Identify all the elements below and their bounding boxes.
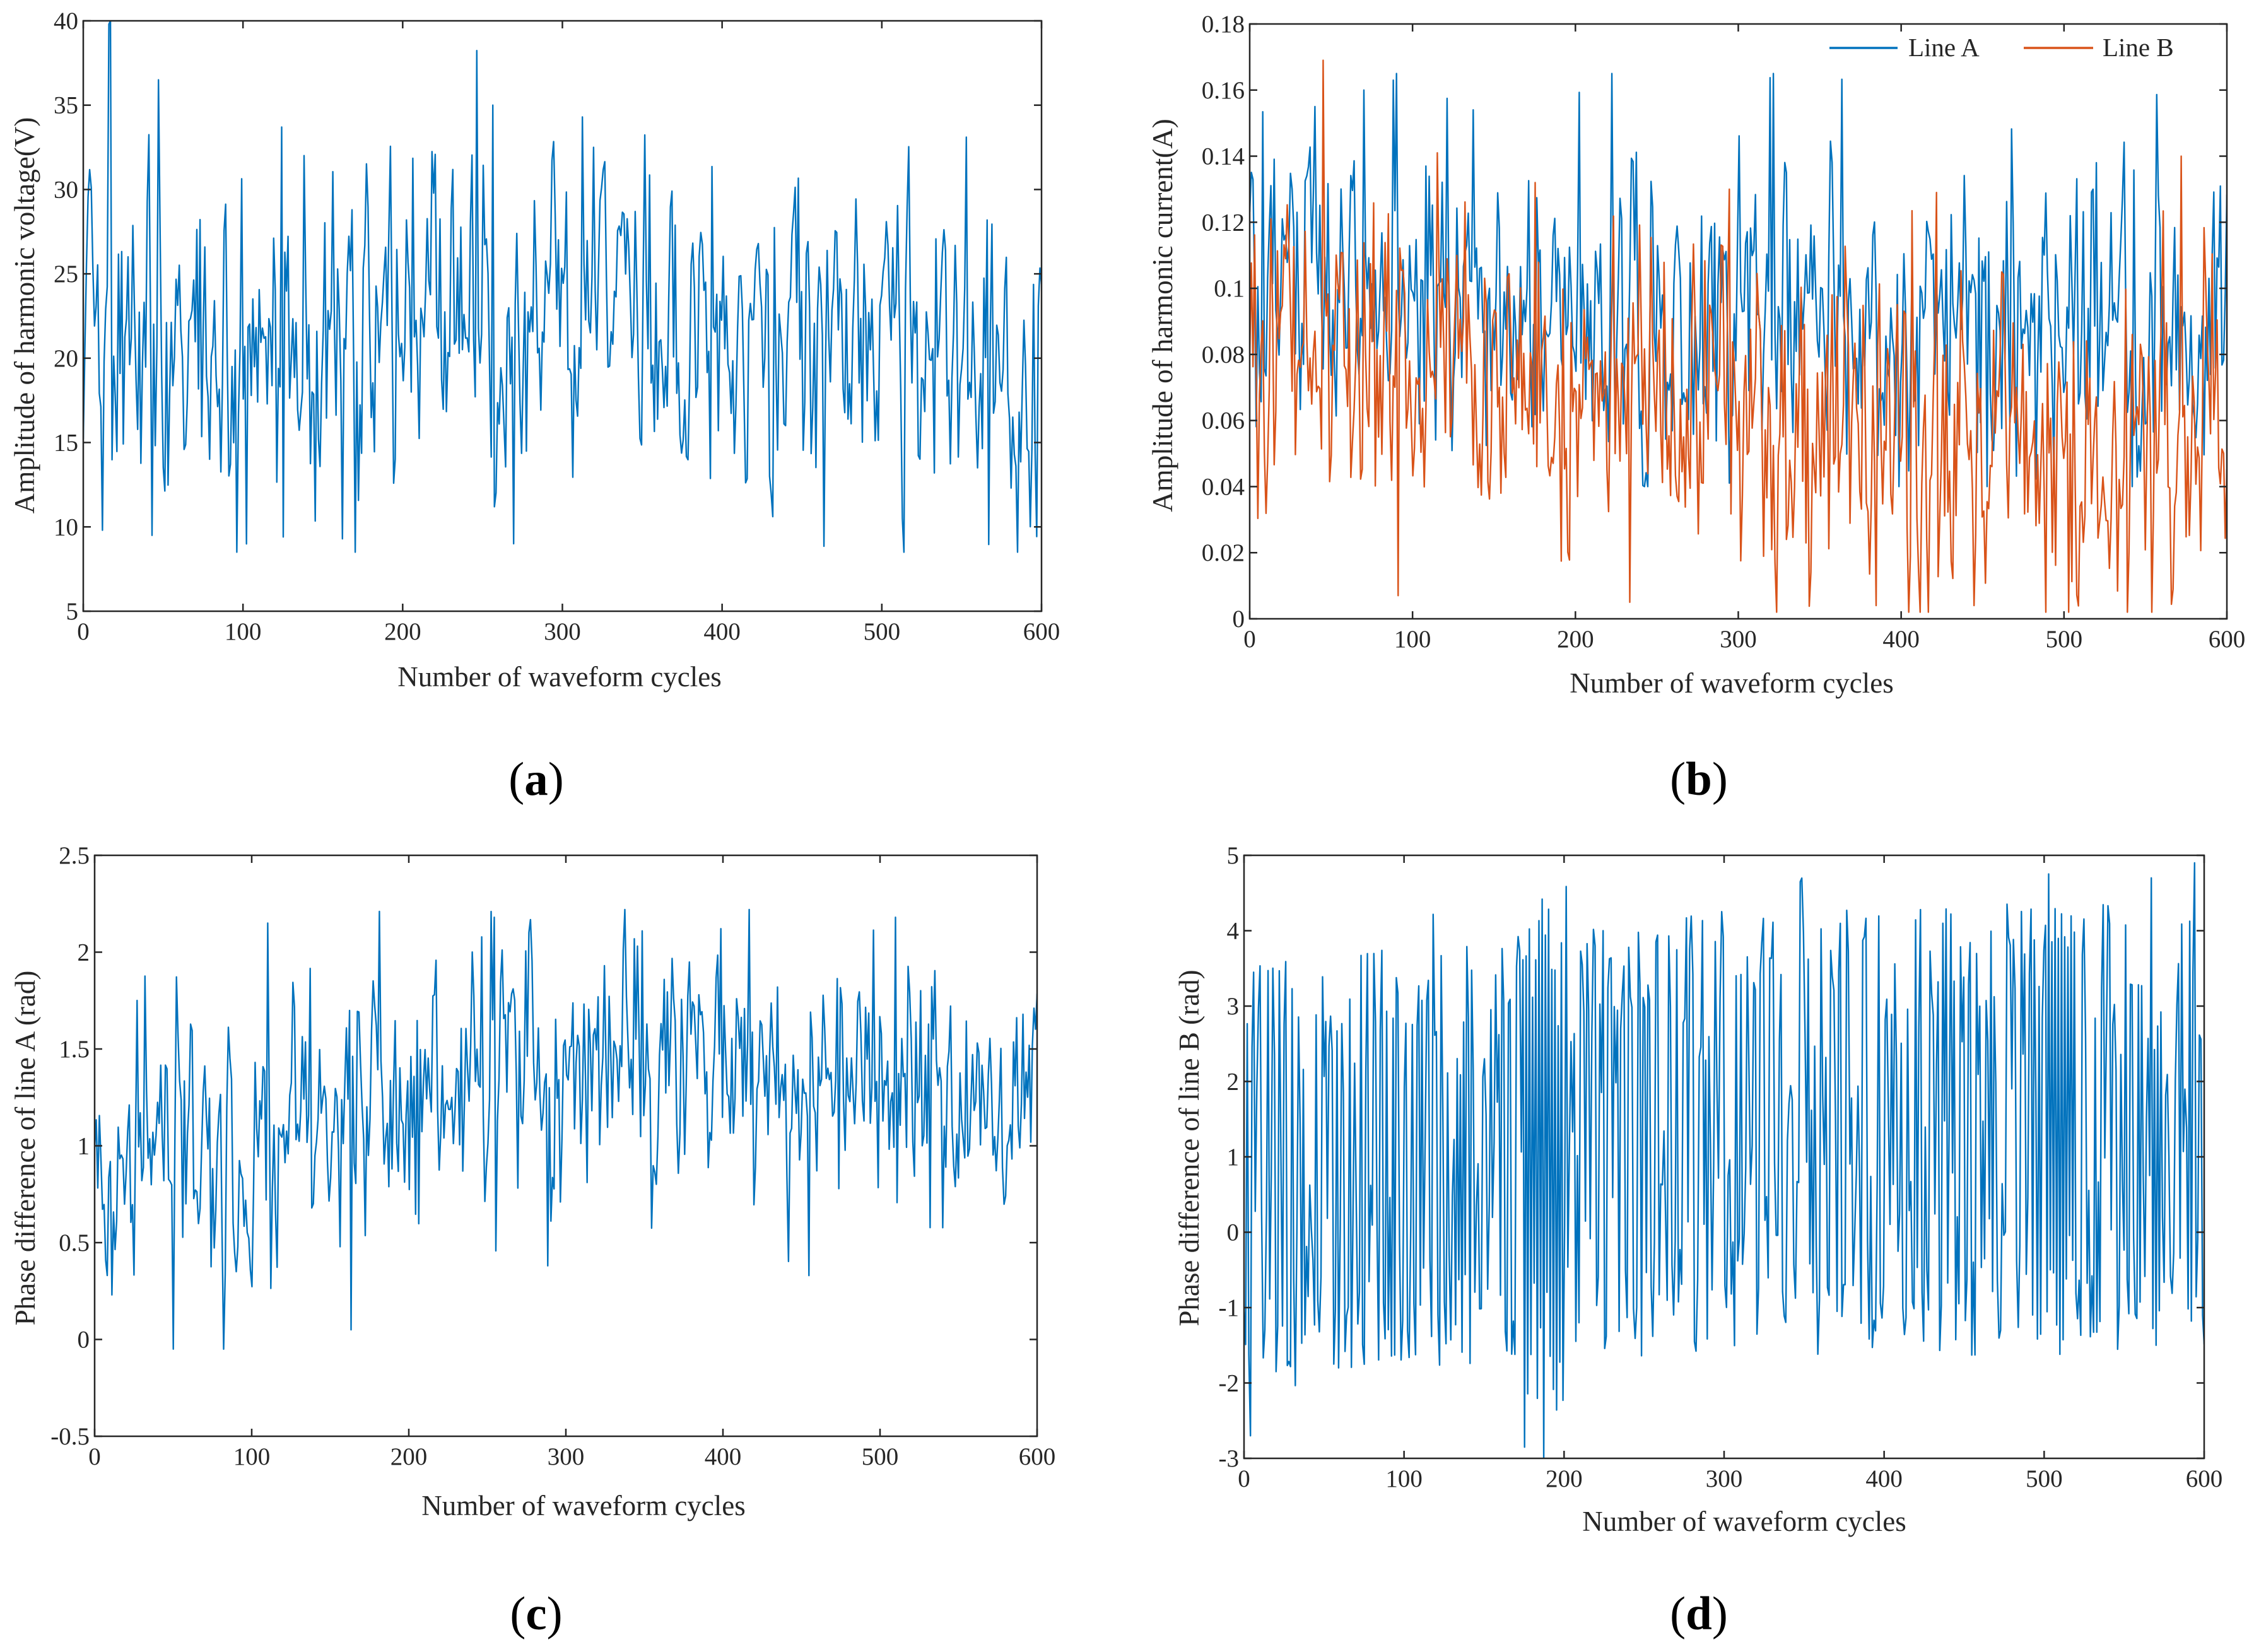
chart-d-ylabel: Phase difference of line B (rad) <box>1173 970 1205 1326</box>
panel-caption-a-letter: a <box>524 753 548 805</box>
chart-b-legend: Line A Line B <box>1829 33 2174 62</box>
chart-d-ytick-label: -1 <box>1219 1294 1240 1321</box>
chart-c-xlabel: Number of waveform cycles <box>421 1490 746 1521</box>
chart-a-ytick-label: 25 <box>54 261 78 288</box>
chart-b-xtick-label: 600 <box>2209 626 2246 653</box>
chart-b-xtick-label: 300 <box>1720 626 1757 653</box>
chart-d-ytick-label: 0 <box>1227 1219 1240 1246</box>
chart-c-ytick-label: 0 <box>78 1327 90 1354</box>
chart-c-ytick-label: 1.5 <box>59 1036 90 1063</box>
chart-b-ytick-label: 0.02 <box>1202 539 1245 566</box>
chart-a-ytick-label: 35 <box>54 92 78 119</box>
chart-d-xtick-label: 0 <box>1238 1465 1250 1492</box>
chart-panel-c: Phase difference of line A (rad) Number … <box>9 842 1055 1640</box>
chart-b-series-line-a <box>1250 73 2227 488</box>
chart-a-ytick-label: 5 <box>66 598 79 625</box>
chart-c-ytick-label: 0.5 <box>59 1229 90 1257</box>
panel-caption-c-letter: c <box>525 1588 546 1640</box>
panel-caption-b: (b) <box>1670 753 1728 805</box>
chart-panel-a: Amplitude of harmonic voltage(V) Number … <box>9 8 1060 805</box>
chart-c-ylabel: Phase difference of line A (rad) <box>9 971 41 1326</box>
chart-b-xlabel: Number of waveform cycles <box>1570 667 1894 699</box>
chart-b-xtick-label: 400 <box>1882 626 1920 653</box>
panel-caption-a: (a) <box>508 753 563 805</box>
chart-b-ytick-label: 0.16 <box>1202 77 1245 104</box>
chart-panel-d: Phase difference of line B (rad) Number … <box>1173 842 2222 1640</box>
chart-d-ytick-label: -2 <box>1219 1370 1240 1397</box>
chart-b-ytick-label: 0.08 <box>1202 341 1245 368</box>
chart-b-ytick-label: 0.12 <box>1202 209 1245 236</box>
chart-c-ytick-label: 2.5 <box>59 842 90 869</box>
chart-a-ytick-label: 15 <box>54 430 78 457</box>
chart-d-xtick-label: 400 <box>1865 1465 1903 1492</box>
chart-b-xtick-label: 200 <box>1557 626 1594 653</box>
panel-caption-d: (d) <box>1670 1588 1728 1640</box>
chart-d-xtick-label: 200 <box>1546 1465 1583 1492</box>
chart-d-xtick-label: 500 <box>2026 1465 2063 1492</box>
chart-c-xtick-label: 500 <box>862 1443 899 1470</box>
chart-c-xtick-label: 400 <box>705 1443 742 1470</box>
chart-a-series-harmonic-voltage <box>83 21 1042 553</box>
chart-c-xtick-label: 200 <box>390 1443 428 1470</box>
chart-a-xtick-label: 300 <box>544 618 581 645</box>
chart-panel-b: Amplitude of harmonic current(A) Number … <box>1147 11 2245 805</box>
chart-d-ytick-label: 5 <box>1227 842 1240 869</box>
legend-line-a-label: Line A <box>1908 33 1980 62</box>
chart-b-ytick-label: 0 <box>1233 606 1245 633</box>
chart-b-ytick-label: 0.18 <box>1202 11 1245 38</box>
chart-d-xtick-label: 300 <box>1706 1465 1743 1492</box>
chart-d-ytick-label: 2 <box>1227 1069 1240 1096</box>
chart-b-ytick-label: 0.06 <box>1202 407 1245 435</box>
chart-c-series-phase-difference-a <box>95 908 1037 1350</box>
chart-c-xtick-label: 0 <box>88 1443 101 1470</box>
chart-c-ytick-label: 2 <box>78 939 90 966</box>
chart-d-ytick-label: -3 <box>1219 1445 1240 1472</box>
chart-a-xtick-label: 400 <box>703 618 741 645</box>
chart-a-xtick-label: 600 <box>1023 618 1060 645</box>
chart-b-ytick-label: 0.04 <box>1202 473 1245 500</box>
chart-b-ylabel: Amplitude of harmonic current(A) <box>1147 119 1178 512</box>
chart-d-xlabel: Number of waveform cycles <box>1582 1506 1906 1537</box>
chart-a-ytick-label: 40 <box>54 8 78 35</box>
chart-c-ytick-label: 1 <box>78 1133 90 1160</box>
chart-a-ytick-label: 20 <box>54 345 78 372</box>
chart-b-xtick-label: 500 <box>2046 626 2083 653</box>
chart-c-xtick-label: 600 <box>1019 1443 1056 1470</box>
chart-a-xtick-label: 200 <box>384 618 421 645</box>
chart-d-xtick-label: 100 <box>1385 1465 1423 1492</box>
chart-b-ytick-label: 0.14 <box>1202 143 1245 170</box>
chart-b-ytick-label: 0.1 <box>1214 275 1245 302</box>
chart-a-xtick-label: 500 <box>864 618 901 645</box>
chart-a-ylabel: Amplitude of harmonic voltage(V) <box>9 117 40 514</box>
chart-d-xtick-label: 600 <box>2186 1465 2223 1492</box>
chart-d-ytick-label: 4 <box>1227 918 1240 945</box>
panel-caption-d-letter: d <box>1686 1588 1712 1640</box>
chart-b-xtick-label: 0 <box>1243 626 1256 653</box>
chart-b-series-line-b <box>1250 59 2227 613</box>
chart-c-xtick-label: 300 <box>548 1443 585 1470</box>
chart-a-xlabel: Number of waveform cycles <box>397 661 722 693</box>
chart-a-ytick-label: 30 <box>54 176 78 203</box>
panel-caption-b-letter: b <box>1686 753 1712 805</box>
chart-d-series-phase-difference-b <box>1244 862 2204 1458</box>
chart-a-xtick-label: 100 <box>225 618 262 645</box>
chart-a-ytick-label: 10 <box>54 513 78 541</box>
chart-d-ytick-label: 3 <box>1227 993 1240 1020</box>
chart-c-ytick-label: -0.5 <box>50 1423 90 1450</box>
panel-caption-c: (c) <box>510 1588 562 1640</box>
chart-a-xtick-label: 0 <box>77 618 90 645</box>
chart-d-ytick-label: 1 <box>1227 1144 1240 1171</box>
chart-c-xtick-label: 100 <box>233 1443 271 1470</box>
chart-b-xtick-label: 100 <box>1394 626 1431 653</box>
legend-line-b-label: Line B <box>2103 33 2174 62</box>
